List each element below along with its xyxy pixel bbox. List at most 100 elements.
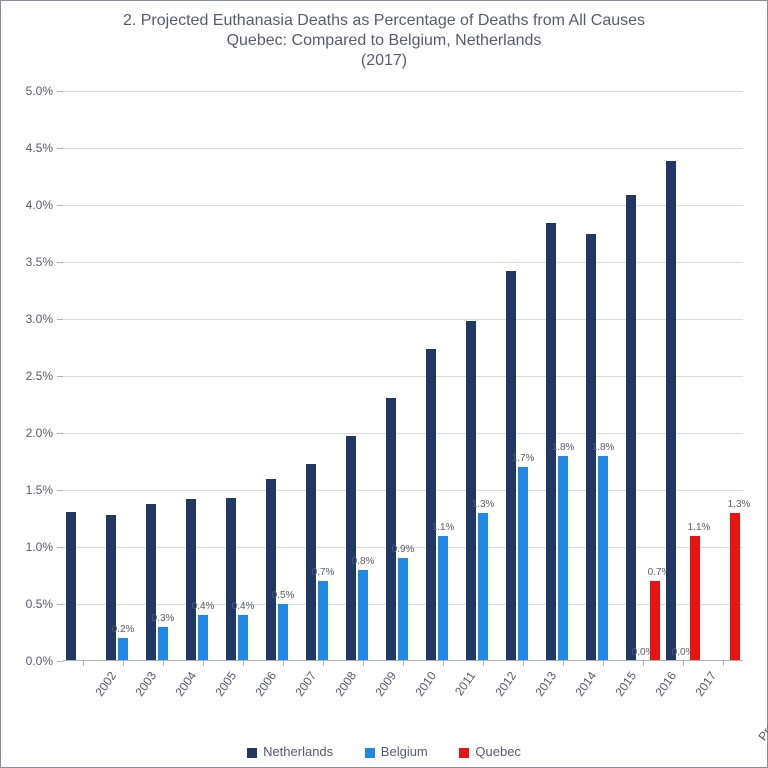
data-label: 1.3% xyxy=(472,499,495,510)
bars-layer: 0.2%0.3%0.4%0.4%0.5%0.7%0.8%0.9%1.1%1.3%… xyxy=(63,91,743,661)
data-label: 0.5% xyxy=(272,590,295,601)
bar-netherlands xyxy=(66,512,76,661)
y-tick xyxy=(57,376,63,377)
legend-item-quebec: Quebec xyxy=(459,744,521,759)
data-label: 0.8% xyxy=(352,556,375,567)
y-tick xyxy=(57,661,63,662)
swatch-netherlands xyxy=(247,748,257,758)
y-tick-label: 3.0% xyxy=(26,312,53,326)
bar-netherlands xyxy=(266,479,276,661)
y-tick-label: 1.5% xyxy=(26,483,53,497)
x-tick-label: 2015 xyxy=(612,669,639,699)
x-tick xyxy=(363,661,364,666)
x-tick-label: Projected 2018 xyxy=(755,669,768,743)
x-tick xyxy=(643,661,644,666)
bar-belgium xyxy=(198,615,208,661)
bar-belgium xyxy=(558,456,568,661)
bar-quebec xyxy=(730,513,740,661)
x-tick-label: 2008 xyxy=(332,669,359,699)
swatch-quebec xyxy=(459,748,469,758)
data-label: 0.2% xyxy=(112,624,135,635)
bar-netherlands xyxy=(146,504,156,661)
x-tick xyxy=(563,661,564,666)
x-tick xyxy=(483,661,484,666)
bar-belgium xyxy=(318,581,328,661)
data-label: 0.4% xyxy=(192,601,215,612)
data-label: 0.7% xyxy=(312,567,335,578)
y-tick-label: 3.5% xyxy=(26,255,53,269)
x-tick xyxy=(203,661,204,666)
bar-netherlands xyxy=(386,398,396,661)
x-tick xyxy=(83,661,84,666)
chart-title: 2. Projected Euthanasia Deaths as Percen… xyxy=(1,1,767,71)
bar-netherlands xyxy=(506,271,516,661)
y-tick-label: 2.5% xyxy=(26,369,53,383)
bar-quebec xyxy=(690,536,700,661)
legend-item-belgium: Belgium xyxy=(365,744,428,759)
bar-belgium xyxy=(238,615,248,661)
y-tick xyxy=(57,433,63,434)
bar-belgium xyxy=(278,604,288,661)
bar-netherlands xyxy=(666,161,676,661)
y-tick-label: 2.0% xyxy=(26,426,53,440)
plot-area: 0.2%0.3%0.4%0.4%0.5%0.7%0.8%0.9%1.1%1.3%… xyxy=(63,91,743,661)
bar-belgium xyxy=(598,456,608,661)
x-tick-label: 2012 xyxy=(492,669,519,699)
data-label: 0.4% xyxy=(232,601,255,612)
bar-quebec xyxy=(650,581,660,661)
bar-netherlands xyxy=(106,515,116,661)
data-label: 0.3% xyxy=(152,613,175,624)
x-tick xyxy=(403,661,404,666)
bar-belgium xyxy=(118,638,128,661)
data-label: 1.1% xyxy=(432,522,455,533)
legend-label-netherlands: Netherlands xyxy=(263,744,333,759)
y-tick-label: 4.0% xyxy=(26,198,53,212)
x-tick-label: 2011 xyxy=(452,669,478,698)
y-tick xyxy=(57,490,63,491)
chart-frame: 2. Projected Euthanasia Deaths as Percen… xyxy=(0,0,768,768)
data-label: 1.1% xyxy=(688,522,711,533)
x-tick-label: 2004 xyxy=(172,669,199,699)
data-label: 1.8% xyxy=(552,442,575,453)
bar-belgium xyxy=(398,558,408,661)
swatch-belgium xyxy=(365,748,375,758)
x-tick-label: 2003 xyxy=(132,669,159,699)
y-tick-label: 4.5% xyxy=(26,141,53,155)
bar-belgium xyxy=(358,570,368,661)
x-tick xyxy=(243,661,244,666)
legend: Netherlands Belgium Quebec xyxy=(1,744,767,759)
y-tick xyxy=(57,319,63,320)
y-axis-labels: 0.0%0.5%1.0%1.5%2.0%2.5%3.0%3.5%4.0%4.5%… xyxy=(1,91,57,661)
x-tick-label: 2016 xyxy=(652,669,679,699)
x-tick xyxy=(443,661,444,666)
bar-belgium xyxy=(518,467,528,661)
legend-item-netherlands: Netherlands xyxy=(247,744,333,759)
y-tick-label: 0.5% xyxy=(26,597,53,611)
x-axis-labels: 2002200320042005200620072008200920102011… xyxy=(63,663,743,723)
bar-belgium xyxy=(158,627,168,661)
x-tick-label: 2014 xyxy=(572,669,599,699)
y-tick xyxy=(57,604,63,605)
y-tick xyxy=(57,547,63,548)
bar-netherlands xyxy=(626,195,636,661)
x-tick-label: 2010 xyxy=(412,669,439,699)
x-tick-label: 2013 xyxy=(532,669,559,699)
bar-netherlands xyxy=(226,498,236,661)
x-tick-label: 2007 xyxy=(292,669,319,699)
x-tick xyxy=(283,661,284,666)
y-tick xyxy=(57,91,63,92)
data-label: 1.7% xyxy=(512,453,535,464)
bar-netherlands xyxy=(346,436,356,661)
title-line-3: (2017) xyxy=(1,51,767,71)
bar-netherlands xyxy=(186,499,196,661)
legend-label-quebec: Quebec xyxy=(475,744,521,759)
x-tick xyxy=(323,661,324,666)
data-label: 1.3% xyxy=(728,499,751,510)
bar-netherlands xyxy=(426,349,436,661)
y-tick-label: 1.0% xyxy=(26,540,53,554)
bar-netherlands xyxy=(466,321,476,661)
data-label: 1.8% xyxy=(592,442,615,453)
y-tick-label: 5.0% xyxy=(26,84,53,98)
legend-label-belgium: Belgium xyxy=(381,744,428,759)
x-tick xyxy=(163,661,164,666)
